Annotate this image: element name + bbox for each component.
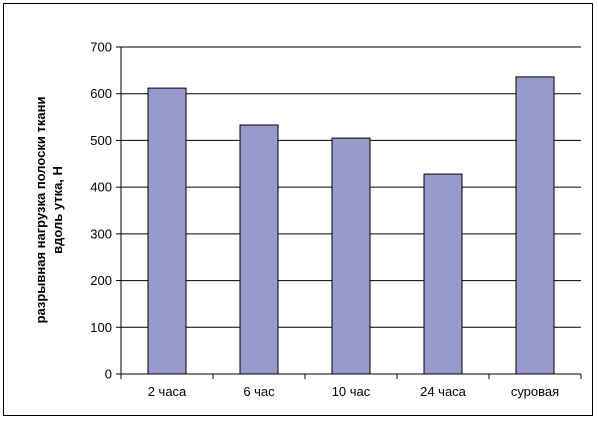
y-tick-label: 600 [90, 86, 112, 101]
bar-1 [147, 87, 187, 375]
y-tick-label: 0 [105, 367, 112, 382]
x-tick-label: 24 часа [420, 384, 467, 399]
y-axis-title-line-2: вдоль утка, Н [50, 166, 65, 254]
y-tick-label: 200 [90, 273, 112, 288]
y-axis-title-line-1: разрывная нагрузка полоски ткани [33, 97, 48, 324]
bar-3 [331, 137, 371, 375]
y-tick-label: 300 [90, 226, 112, 241]
x-tick-label: 2 часа [148, 384, 187, 399]
bar-4 [423, 173, 463, 375]
x-tick-label: 6 час [243, 384, 275, 399]
chart-frame [3, 3, 593, 416]
axes [116, 46, 582, 379]
x-tick-label: 10 час [332, 384, 371, 399]
y-tick-label: 400 [90, 180, 112, 195]
x-tick-label: суровая [511, 384, 559, 399]
bars [147, 76, 555, 375]
y-tick-label: 100 [90, 320, 112, 335]
bar-5 [515, 76, 555, 375]
gridlines [121, 46, 581, 328]
y-tick-label: 500 [90, 133, 112, 148]
bar-2 [239, 124, 279, 375]
y-tick-label: 700 [90, 40, 112, 55]
tick-labels: 0 100 200 300 400 500 600 700 2 часа 6 час 10 час 2… [90, 40, 559, 400]
